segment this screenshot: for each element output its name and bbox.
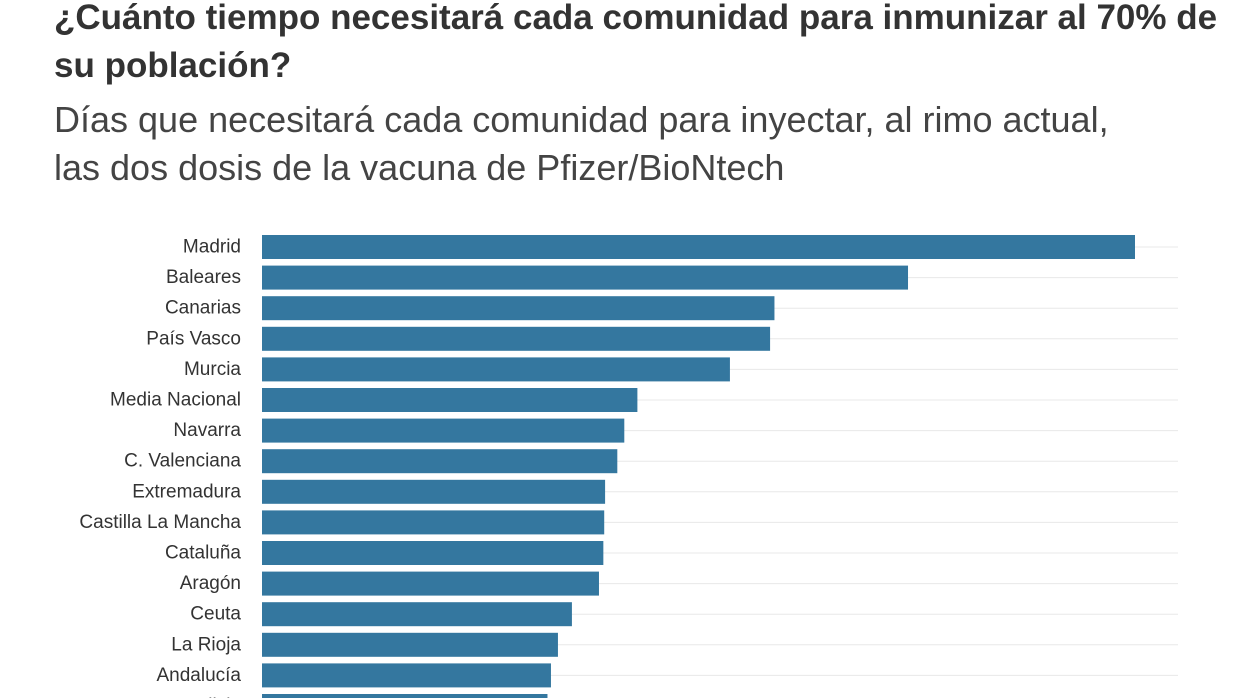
- bar: [262, 357, 730, 382]
- bar: [262, 510, 605, 535]
- category-label: Extremadura: [132, 481, 241, 502]
- category-label: Madrid: [183, 237, 241, 258]
- chart-subtitle: Días que necesitará cada comunidad para …: [54, 99, 1109, 188]
- bar: [262, 541, 604, 565]
- bar: [262, 694, 548, 698]
- bar: [262, 388, 638, 412]
- category-labels: Madrid Baleares Canarias País Vasco Murcia Me…: [79, 237, 241, 698]
- category-label: País Vasco: [146, 328, 241, 349]
- bar: [262, 663, 551, 688]
- category-label: C. Valenciana: [124, 451, 241, 472]
- category-label: Castilla La Mancha: [79, 512, 241, 533]
- bar: [262, 602, 572, 627]
- bars: [262, 235, 1135, 698]
- category-label: Andalucía: [156, 665, 241, 686]
- bar: [262, 479, 606, 504]
- category-label: Ceuta: [190, 604, 241, 625]
- bar: [262, 296, 775, 321]
- bar: [262, 235, 1135, 259]
- bar: [262, 571, 599, 596]
- category-label: Cataluña: [165, 543, 241, 564]
- chart-title: ¿Cuánto tiempo necesitará cada comunidad…: [54, 0, 1218, 85]
- category-label: Galicia: [183, 696, 242, 698]
- bar: [262, 449, 618, 474]
- bar: [262, 418, 625, 443]
- category-label: Media Nacional: [110, 390, 241, 411]
- bar: [262, 265, 909, 290]
- category-label: Murcia: [184, 359, 241, 380]
- category-label: Aragón: [180, 573, 241, 594]
- category-label: Baleares: [166, 267, 241, 288]
- bar: [262, 632, 558, 657]
- bar: [262, 326, 771, 351]
- category-label: Canarias: [165, 298, 241, 319]
- category-label: Navarra: [173, 420, 241, 441]
- category-label: La Rioja: [171, 634, 241, 655]
